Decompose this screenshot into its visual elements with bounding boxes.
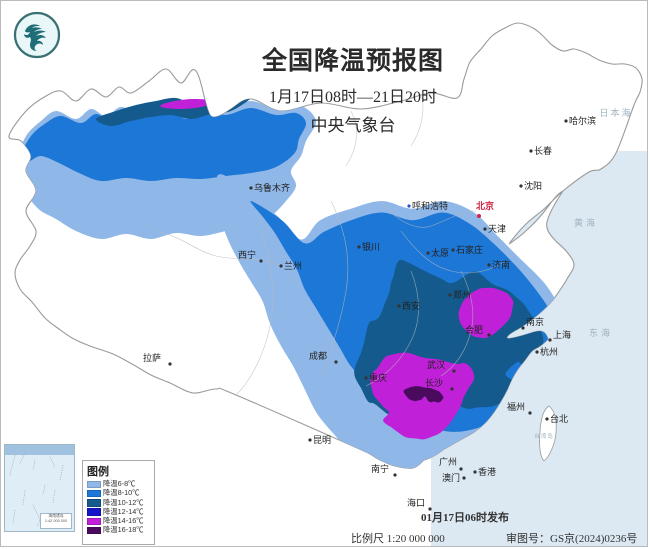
svg-text:长春: 长春 [534, 145, 552, 156]
svg-text:昆明: 昆明 [313, 435, 331, 445]
svg-text:福州: 福州 [507, 401, 525, 412]
svg-text:南宁: 南宁 [371, 463, 389, 474]
svg-text:澳门: 澳门 [442, 472, 460, 483]
svg-text:天津: 天津 [488, 224, 506, 234]
svg-text:济南: 济南 [492, 259, 510, 270]
svg-text:日本海: 日本海 [599, 107, 632, 118]
svg-text:海口: 海口 [407, 497, 425, 508]
svg-text:银川: 银川 [362, 241, 380, 252]
svg-text:成都: 成都 [309, 350, 327, 361]
svg-text:台北: 台北 [550, 413, 568, 424]
svg-text:长沙: 长沙 [425, 377, 443, 388]
svg-text:杭州: 杭州 [540, 346, 558, 357]
svg-text:北京: 北京 [476, 200, 494, 211]
svg-text:武汉: 武汉 [427, 359, 445, 370]
svg-text:重庆: 重庆 [369, 372, 387, 383]
svg-text:乌鲁木齐: 乌鲁木齐 [254, 182, 290, 193]
svg-text:香港: 香港 [478, 466, 496, 477]
svg-text:台湾岛: 台湾岛 [534, 432, 554, 440]
svg-text:沈阳: 沈阳 [524, 180, 542, 191]
svg-text:西安: 西安 [402, 300, 420, 311]
svg-text:西宁: 西宁 [238, 249, 256, 260]
svg-text:东海: 东海 [589, 327, 613, 338]
svg-text:广州: 广州 [439, 456, 457, 467]
svg-text:上海: 上海 [553, 329, 571, 340]
svg-text:郑州: 郑州 [453, 289, 471, 300]
svg-text:兰州: 兰州 [284, 260, 302, 271]
svg-text:石家庄: 石家庄 [456, 244, 483, 255]
svg-text:呼和浩特: 呼和浩特 [412, 200, 448, 211]
svg-text:太原: 太原 [431, 247, 449, 258]
svg-text:黄海: 黄海 [574, 217, 598, 228]
svg-text:合肥: 合肥 [465, 324, 483, 335]
svg-text:拉萨: 拉萨 [143, 352, 161, 363]
svg-text:南京: 南京 [526, 316, 544, 327]
svg-text:哈尔滨: 哈尔滨 [569, 115, 596, 126]
